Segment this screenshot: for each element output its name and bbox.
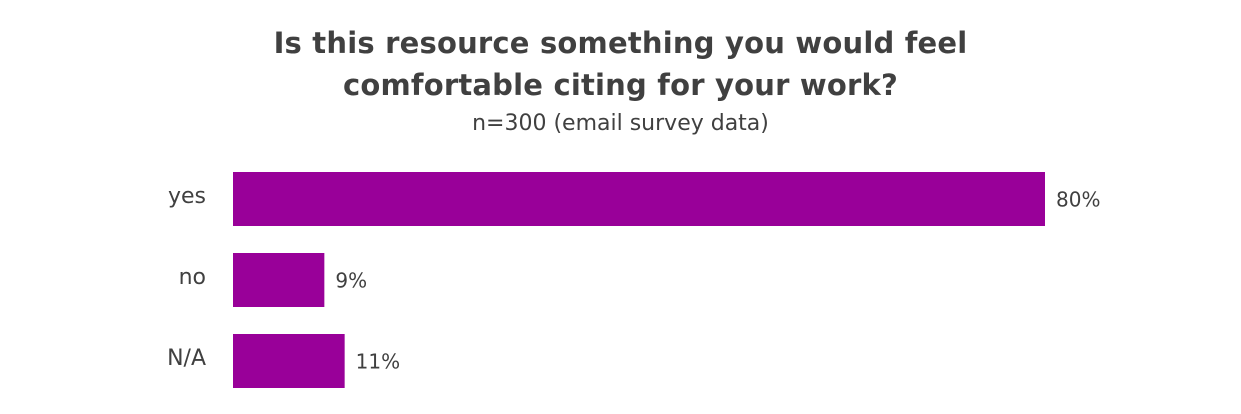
chart-title-line-1: Is this resource something you would fee… bbox=[273, 26, 968, 60]
value-label: 80% bbox=[1056, 188, 1100, 212]
category-label: N/A bbox=[167, 346, 206, 371]
bar-n-a bbox=[233, 334, 345, 388]
chart-title-block: Is this resource something you would fee… bbox=[0, 22, 1241, 140]
chart-subtitle: n=300 (email survey data) bbox=[472, 111, 769, 136]
value-label: 11% bbox=[356, 350, 400, 374]
bar-no bbox=[233, 253, 325, 307]
value-label: 9% bbox=[335, 269, 367, 293]
chart-title-line-2: comfortable citing for your work? bbox=[342, 68, 899, 102]
category-label: no bbox=[179, 265, 206, 290]
bar-yes bbox=[233, 172, 1045, 226]
category-label: yes bbox=[168, 184, 206, 209]
